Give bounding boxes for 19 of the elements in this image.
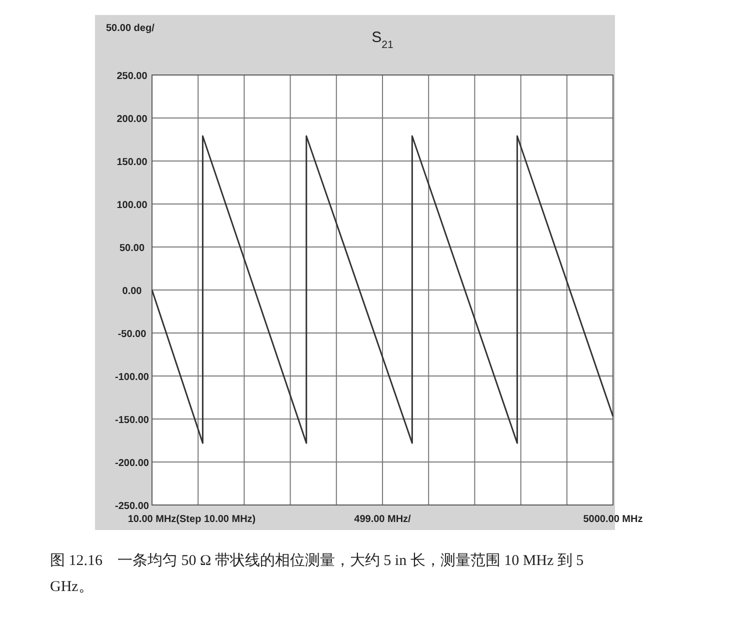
y-tick-label: -100.00 (115, 372, 150, 383)
y-tick-label: 250.00 (116, 71, 148, 82)
text: (Step 10.00 MHz) (176, 514, 256, 525)
y-tick-label: -250.00 (115, 501, 150, 512)
x-axis-title: 499.00 MHz/ (354, 514, 412, 525)
y-axis-title: 50.00 deg/ (106, 23, 155, 34)
y-tick-label: -50.00 (118, 329, 147, 340)
y-tick-label: 50.00 (119, 243, 145, 254)
x-tick-label: 10.00 MHz (128, 514, 176, 525)
caption: 图 12.16 一条均匀 50 Ω 带状线的相位测量，大约 5 in 长，测量范围 10 MHz 到 5 GHz。 (50, 552, 585, 597)
y-tick-label: 0.00 (122, 286, 142, 297)
chart-title: S$_{21}$ (372, 29, 394, 51)
line-series (151, 135, 614, 444)
y-tick-label: -200.00 (115, 458, 150, 469)
y-tick-label: 200.00 (116, 114, 148, 125)
y-tick-label: 100.00 (116, 200, 148, 211)
y-tick-label: -150.00 (115, 415, 150, 426)
x-tick-label: 5000.00 MHz (583, 514, 643, 525)
y-tick-label: 150.00 (116, 157, 148, 168)
